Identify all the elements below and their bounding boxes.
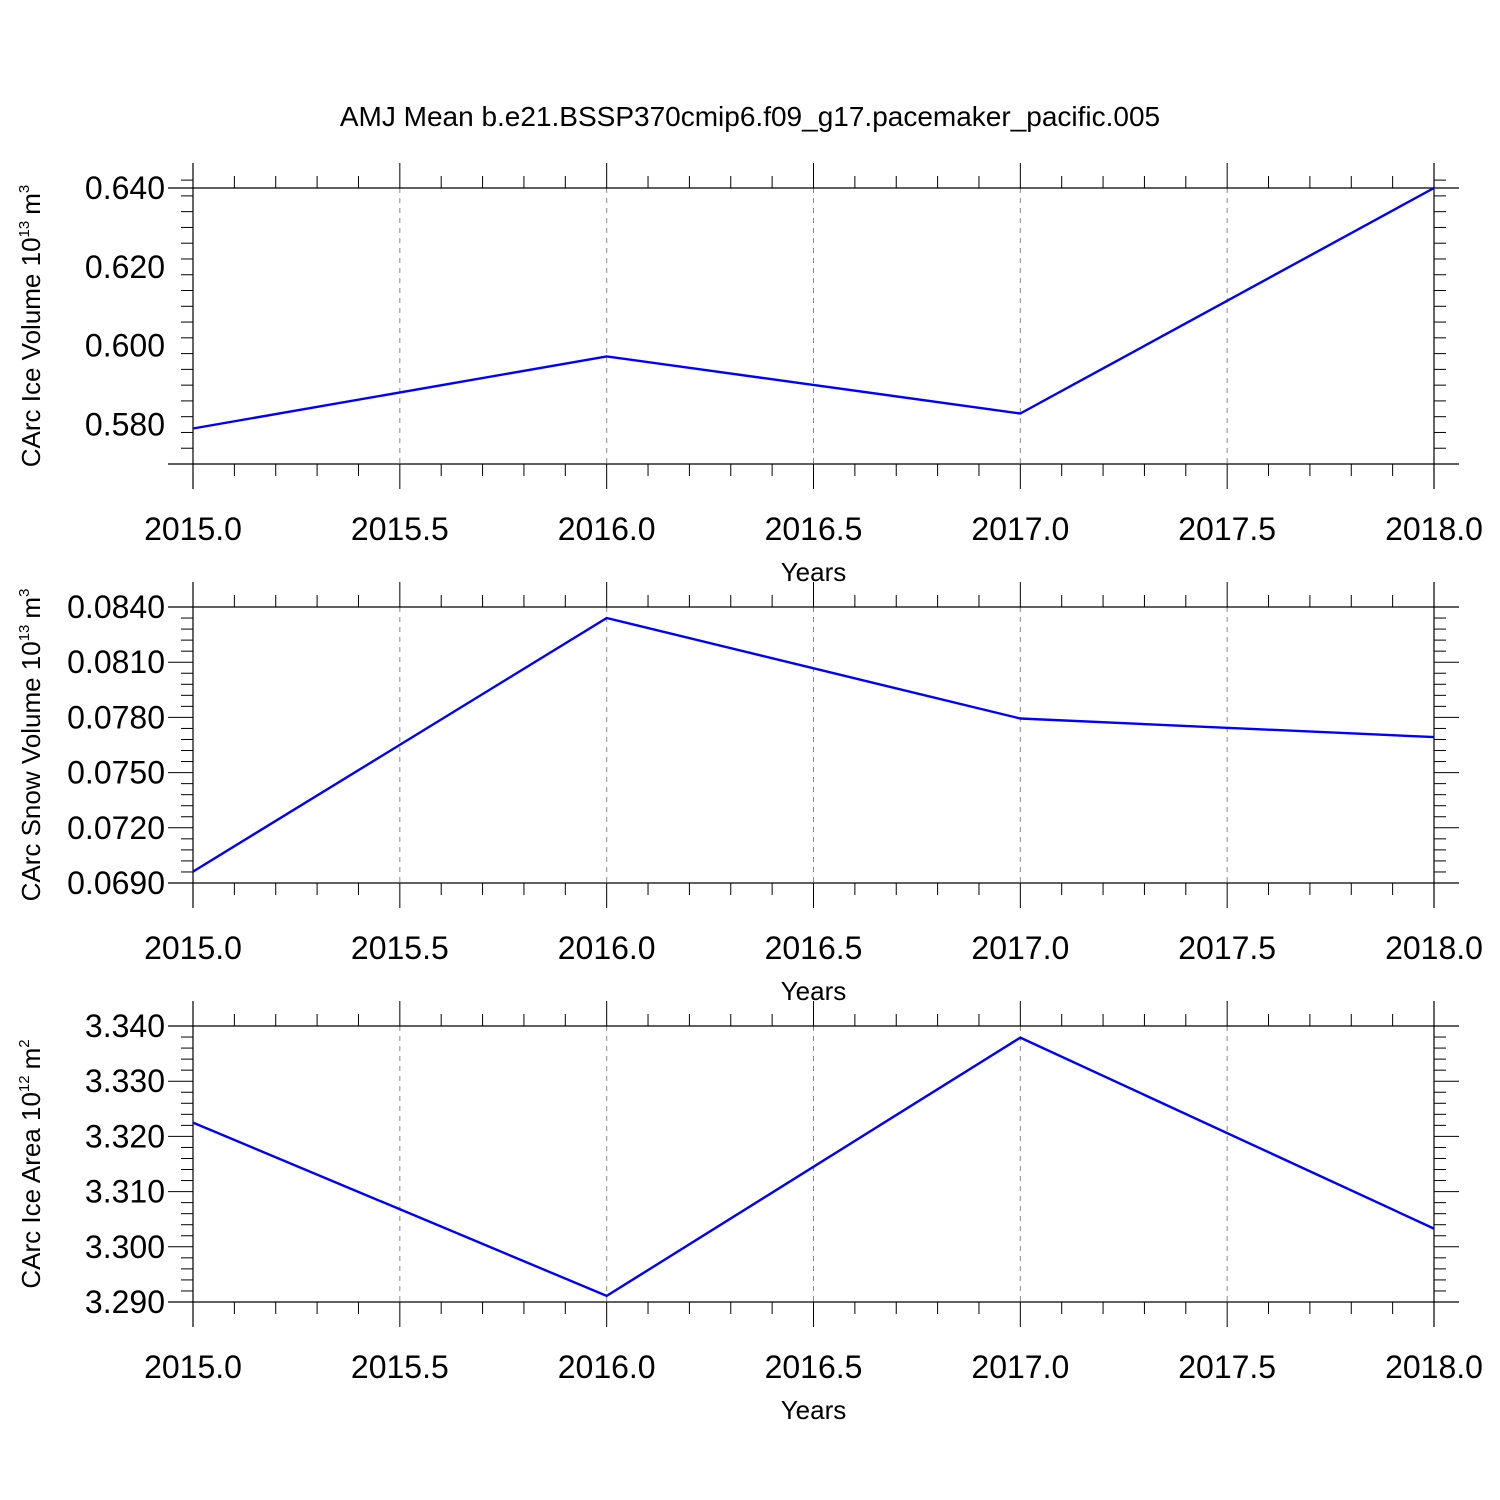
x-tick-label: 2017.5: [1178, 1349, 1276, 1385]
y-tick-label: 0.0840: [67, 589, 165, 625]
y-tick-label: 0.580: [85, 407, 165, 443]
x-tick-label: 2016.5: [765, 930, 863, 966]
y-axis-label-text: CArc Ice Area 10: [16, 1092, 46, 1289]
y-axis-label-unit-exponent: 3: [16, 589, 33, 597]
y-axis-label-unit-exponent: 2: [16, 1039, 33, 1047]
y-axis-label: CArc Snow Volume 1013 m3: [16, 589, 46, 902]
x-tick-label: 2015.5: [351, 511, 449, 547]
series-line: [192, 186, 1435, 430]
chart-title: AMJ Mean b.e21.BSSP370cmip6.f09_g17.pace…: [340, 101, 1160, 132]
y-tick-label: 0.0780: [67, 699, 165, 735]
y-axis-label-unit-exponent: 3: [16, 185, 33, 193]
x-tick-label: 2017.0: [971, 511, 1069, 547]
y-axis-label-exponent: 13: [16, 221, 33, 238]
x-tick-label: 2017.0: [971, 930, 1069, 966]
x-tick-label: 2017.5: [1178, 511, 1276, 547]
y-axis-label: CArc Ice Area 1012 m2: [16, 1039, 46, 1288]
y-tick-label: 0.0750: [67, 755, 165, 791]
y-tick-label: 0.0810: [67, 644, 165, 680]
x-tick-label: 2016.0: [558, 930, 656, 966]
y-tick-label: 3.310: [85, 1174, 165, 1210]
x-tick-label: 2018.0: [1385, 1349, 1483, 1385]
x-tick-label: 2016.5: [765, 511, 863, 547]
y-tick-label: 0.0720: [67, 810, 165, 846]
y-tick-label: 3.290: [85, 1284, 165, 1320]
x-tick-label: 2015.0: [144, 930, 242, 966]
y-axis-label-text: CArc Snow Volume 10: [16, 641, 46, 901]
panel-3: 2015.0 2015.5 2016.0 2016.5 2017.0 2017.5 2018…: [16, 1001, 1483, 1425]
x-tick-label: 2015.0: [144, 1349, 242, 1385]
y-axis-label: CArc Ice Volume 1013 m3: [16, 185, 46, 467]
y-axis-label-unit: m: [16, 597, 46, 619]
x-tick-label: 2015.0: [144, 511, 242, 547]
y-axis-label-unit: m: [16, 193, 46, 215]
y-tick-label: 3.320: [85, 1118, 165, 1154]
y-tick-label: 3.340: [85, 1008, 165, 1044]
panel-1: 2015.0 2015.5 2016.0 2016.5 2017.0 2017.5 2018…: [16, 163, 1483, 587]
y-tick-label: 0.620: [85, 249, 165, 285]
series-line: [192, 1036, 1435, 1298]
y-axis-label-exponent: 12: [16, 1075, 33, 1092]
panel-2: 2015.0 2015.5 2016.0 2016.5 2017.0 2017.5 2018…: [16, 582, 1483, 1006]
y-tick-label: 0.0690: [67, 865, 165, 901]
x-tick-label: 2015.5: [351, 930, 449, 966]
x-tick-label: 2015.5: [351, 1349, 449, 1385]
y-tick-label: 0.600: [85, 328, 165, 364]
x-tick-label: 2018.0: [1385, 930, 1483, 966]
panels: 2015.0 2015.5 2016.0 2016.5 2017.0 2017.5 2018…: [16, 163, 1483, 1425]
x-tick-label: 2016.0: [558, 1349, 656, 1385]
y-tick-label: 3.330: [85, 1063, 165, 1099]
series-line: [192, 616, 1435, 873]
x-tick-label: 2016.5: [765, 1349, 863, 1385]
x-tick-label: 2017.0: [971, 1349, 1069, 1385]
x-axis-label: Years: [781, 1395, 847, 1425]
y-tick-label: 3.300: [85, 1229, 165, 1265]
y-axis-label-exponent: 13: [16, 625, 33, 642]
x-tick-label: 2016.0: [558, 511, 656, 547]
x-tick-label: 2018.0: [1385, 511, 1483, 547]
y-axis-label-unit: m: [16, 1048, 46, 1070]
y-axis-label-text: CArc Ice Volume 10: [16, 237, 46, 467]
y-tick-label: 0.640: [85, 170, 165, 206]
x-tick-label: 2017.5: [1178, 930, 1276, 966]
